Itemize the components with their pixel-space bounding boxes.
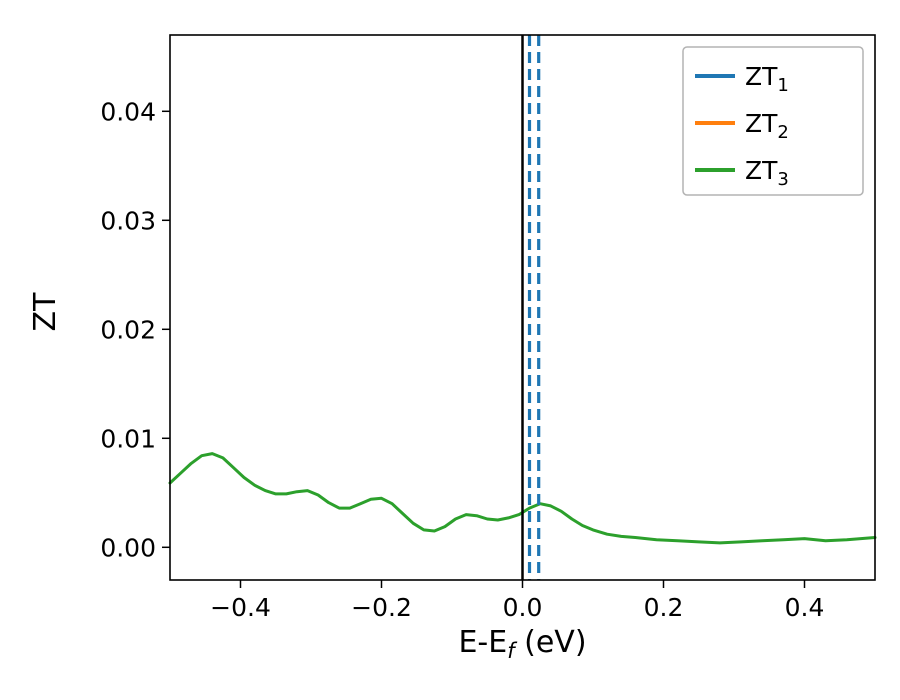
y-tick-label: 0.01 — [100, 424, 156, 453]
x-tick-label: 0.0 — [503, 593, 543, 622]
x-tick-label: −0.4 — [210, 593, 271, 622]
legend-label-zt2: ZT2 — [745, 109, 789, 143]
x-tick-label: 0.4 — [785, 593, 825, 622]
series-zt3-line — [168, 452, 877, 545]
x-tick-label: −0.2 — [351, 593, 412, 622]
y-tick-label: 0.00 — [100, 533, 156, 562]
legend-label-zt1: ZT1 — [745, 62, 789, 96]
x-tick-label: 0.2 — [644, 593, 684, 622]
legend-label-zt3: ZT3 — [745, 156, 789, 190]
legend-box — [682, 46, 864, 196]
y-tick-label: 0.02 — [100, 315, 156, 344]
y-axis-label: ZT — [28, 292, 63, 332]
x-axis-label: E-Ef (eV) — [458, 625, 586, 663]
y-tick-label: 0.03 — [100, 206, 156, 235]
y-tick-label: 0.04 — [100, 97, 156, 126]
